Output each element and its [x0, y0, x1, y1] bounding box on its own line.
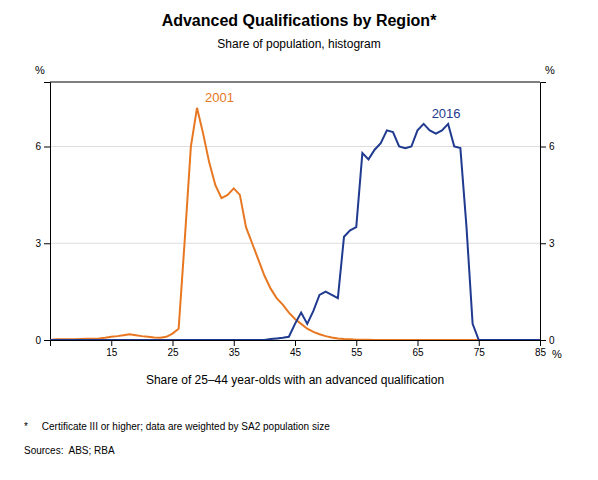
x-tick: 15 [106, 340, 118, 358]
series-label: 2001 [205, 90, 234, 105]
x-unit-label: % [552, 348, 562, 360]
series-line [50, 108, 540, 340]
x-tick: 25 [167, 340, 179, 358]
x-tick: 85 [535, 340, 547, 358]
y-tick-label: 0 [35, 335, 41, 346]
title: Advanced Qualifications by Region* [162, 12, 437, 29]
y2-tick-mark [540, 340, 546, 341]
x-tick: 65 [412, 340, 424, 358]
source: Sources: ABS; RBA [24, 445, 115, 456]
x-tick-mark [111, 340, 112, 346]
grid [50, 147, 540, 341]
y-tick: 6 [35, 141, 50, 152]
y2-tick-label: 3 [549, 238, 555, 249]
x-tick-label: 15 [106, 347, 118, 358]
frame-top [50, 82, 540, 83]
grid-line [50, 146, 540, 147]
y-tick-mark [44, 340, 50, 341]
footnote: * Certificate III or higher; data are we… [24, 421, 330, 432]
y2-axis-line [541, 83, 547, 341]
y-tick: 3 [35, 238, 50, 249]
y2-tick: 6 [540, 141, 555, 152]
y-tick-mark [44, 147, 50, 148]
y-tick-label: 3 [35, 238, 41, 249]
x-tick-mark [234, 340, 235, 346]
y-tick: 0 [35, 335, 50, 346]
x-tick: 35 [229, 340, 241, 358]
x-tick-label: 35 [229, 347, 241, 358]
lines [50, 108, 540, 340]
x-tick-mark [479, 340, 480, 346]
y2-tick: 0 [540, 335, 555, 346]
y2-tick-mark [540, 243, 546, 244]
y2-tick-label: 0 [549, 335, 555, 346]
x-tick-label: 85 [535, 347, 547, 358]
y-axis: 0 3 6 [35, 83, 50, 346]
series-label: 2016 [432, 106, 461, 121]
y2-tick-mark [540, 147, 546, 148]
y2-tick: 3 [540, 238, 555, 249]
x-axis-label: Share of 25–44 year-olds with an advance… [146, 373, 444, 387]
x-tick-mark [295, 340, 296, 346]
x-tick-label: 55 [351, 347, 363, 358]
x-tick-label: 45 [290, 347, 302, 358]
x-tick-mark [356, 340, 357, 346]
x-axis-line [51, 341, 541, 347]
y-axis-line [44, 83, 51, 341]
y2-axis-label: % [545, 64, 555, 76]
x-tick: 75 [474, 340, 486, 358]
chart: Advanced Qualifications by Region* Share … [0, 0, 598, 480]
x-tick: 55 [351, 340, 363, 358]
x-tick: 45 [290, 340, 302, 358]
y2-axis: 0 3 6 [540, 83, 555, 346]
y-tick-label: 6 [35, 141, 41, 152]
y2-tick-label: 6 [549, 141, 555, 152]
x-tick-label: 75 [474, 347, 486, 358]
subtitle: Share of population, histogram [217, 37, 380, 51]
x-tick-label: 25 [167, 347, 179, 358]
y-tick-mark [44, 243, 50, 244]
x-axis: 15 25 35 45 55 65 75 85 [51, 340, 547, 358]
series-line [50, 124, 540, 340]
x-tick-mark [173, 340, 174, 346]
plot: 152535455565758503603620012016 [35, 82, 555, 358]
x-tick-label: 65 [412, 347, 424, 358]
y-axis-label: % [35, 64, 45, 76]
x-tick-mark [418, 340, 419, 346]
